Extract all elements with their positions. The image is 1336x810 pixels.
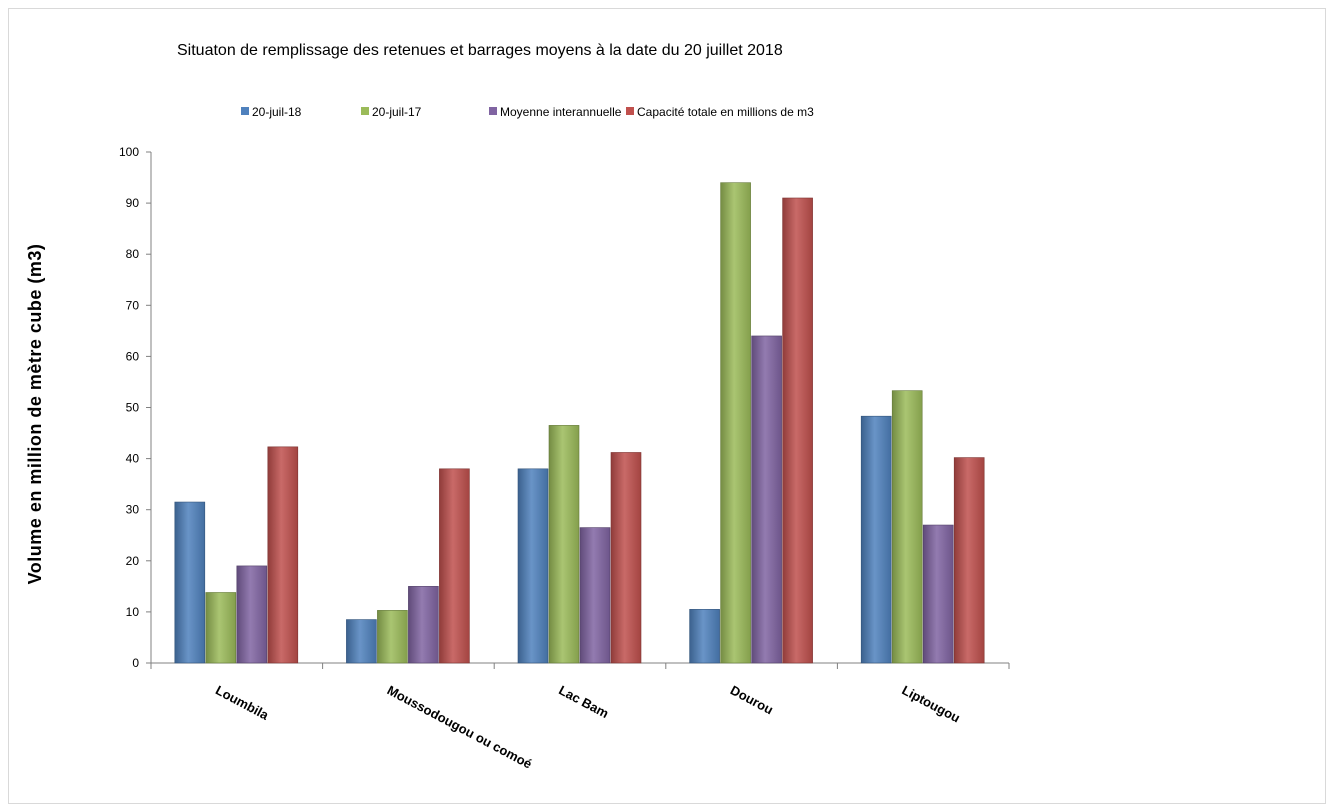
category-label-3: Lac Bam — [556, 682, 611, 721]
category-label-1: Loumbila — [213, 682, 272, 723]
bars — [174, 182, 985, 664]
category-label-4: Dourou — [728, 682, 776, 717]
y-tick-label: 20 — [126, 554, 140, 568]
bar-3-3 — [579, 527, 611, 664]
bar-2-3 — [548, 425, 580, 664]
y-tick-label: 40 — [126, 452, 140, 466]
legend-swatch-1 — [241, 107, 249, 115]
bar-2-2 — [377, 610, 408, 664]
y-tick-label: 30 — [126, 503, 140, 517]
bar-3-5 — [922, 524, 954, 664]
bar-1-1 — [174, 501, 206, 664]
legend-label-3: Moyenne interannuelle — [500, 105, 622, 119]
bar-1-5 — [860, 415, 892, 664]
y-tick-label: 10 — [126, 605, 140, 619]
y-tick-label: 0 — [132, 656, 139, 670]
legend-label-1: 20-juil-18 — [252, 105, 302, 119]
legend-swatch-2 — [361, 107, 369, 115]
category-label-2: Moussodougou ou comoé — [385, 682, 535, 771]
chart-frame: Situaton de remplissage des retenues et … — [8, 8, 1326, 804]
legend: 20-juil-18 20-juil-17 Moyenne interannuell… — [241, 105, 814, 119]
bar-1-3 — [517, 468, 549, 664]
bar-4-2 — [439, 468, 470, 664]
y-tick-label: 80 — [126, 247, 140, 261]
bar-2-5 — [891, 390, 923, 664]
chart-title: Situaton de remplissage des retenues et … — [177, 42, 783, 59]
bar-1-2 — [346, 619, 377, 664]
bar-2-4 — [720, 182, 751, 664]
bar-4-4 — [782, 197, 813, 664]
bar-3-1 — [236, 565, 268, 664]
y-tick-label: 90 — [126, 196, 140, 210]
y-tick-label: 60 — [126, 349, 140, 363]
y-tick-label: 50 — [126, 401, 140, 415]
legend-swatch-4 — [626, 107, 634, 115]
bar-2-1 — [205, 592, 237, 664]
bar-1-4 — [689, 609, 720, 664]
bar-4-5 — [953, 457, 985, 664]
bar-4-3 — [610, 452, 642, 664]
y-tick-label: 70 — [126, 298, 140, 312]
y-tick-label: 100 — [119, 145, 139, 159]
bar-4-1 — [267, 446, 299, 664]
legend-swatch-3 — [489, 107, 497, 115]
bar-3-4 — [751, 335, 782, 664]
y-axis-label: Volume en million de mètre cube (m3) — [25, 244, 45, 585]
bar-chart: Situaton de remplissage des retenues et … — [25, 42, 1010, 772]
legend-label-2: 20-juil-17 — [372, 105, 422, 119]
category-labels: Loumbila Moussodougou ou comoé Lac Bam Dour… — [213, 682, 963, 771]
legend-label-4: Capacité totale en millions de m3 — [637, 105, 814, 119]
bar-3-2 — [408, 586, 439, 664]
category-label-5: Liptougou — [899, 682, 962, 725]
